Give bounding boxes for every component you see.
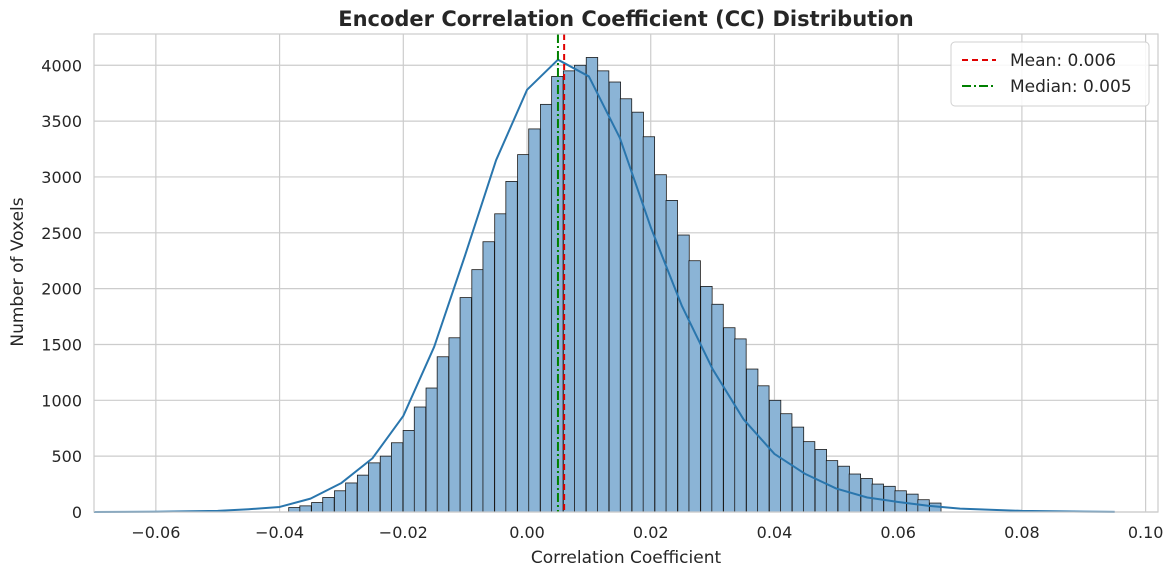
y-tick-label: 3000 — [41, 168, 82, 187]
histogram-bar — [334, 490, 347, 513]
histogram-bar — [723, 327, 736, 513]
kde-curve — [93, 58, 1115, 513]
reference-lines — [556, 34, 566, 512]
legend-median-label: Median: 0.005 — [1010, 77, 1132, 97]
histogram-bar — [471, 269, 484, 513]
histogram-bar — [299, 505, 312, 513]
kde-line — [93, 58, 1115, 513]
x-tick-label: 0.08 — [1004, 523, 1040, 542]
histogram-bar — [517, 154, 530, 513]
histogram-bar — [288, 507, 301, 513]
histogram-bar — [746, 368, 759, 513]
x-tick-label: −0.02 — [379, 523, 428, 542]
histogram-bar — [402, 430, 415, 513]
histogram-bar — [448, 337, 461, 513]
x-axis-label: Correlation Coefficient — [531, 548, 722, 568]
y-tick-label: 2000 — [41, 280, 82, 299]
y-tick-label: 2500 — [41, 224, 82, 243]
histogram-bar — [505, 181, 518, 513]
histogram-bar — [608, 81, 621, 513]
histogram-bar — [654, 174, 667, 513]
x-tick-label: −0.06 — [131, 523, 180, 542]
histogram-bar — [528, 128, 541, 513]
histogram-bar — [757, 385, 770, 513]
histogram-bar — [379, 455, 393, 513]
y-tick-label: 500 — [51, 447, 82, 466]
histogram-bar — [413, 406, 427, 513]
x-tick-label: 0.00 — [509, 523, 545, 542]
histogram-bar — [574, 64, 587, 513]
y-tick-label: 3500 — [41, 112, 82, 131]
histogram-bar — [619, 98, 633, 513]
x-tick-label: −0.04 — [255, 523, 304, 542]
histogram-bar — [540, 103, 553, 513]
histogram-bar — [482, 241, 495, 513]
histogram-bar — [688, 260, 701, 513]
histogram-bar — [700, 286, 713, 513]
y-tick-label: 1500 — [41, 335, 82, 354]
histogram-bar — [311, 502, 324, 513]
histogram-bar — [711, 303, 724, 513]
plot-frame — [93, 33, 1159, 513]
histogram-bars — [288, 57, 942, 513]
legend-box — [950, 41, 1150, 107]
histogram-bar — [631, 111, 644, 513]
y-tick-label: 4000 — [41, 56, 82, 75]
x-tick-label: 0.02 — [633, 523, 669, 542]
x-tick-label: 0.04 — [757, 523, 793, 542]
histogram-bar — [585, 57, 599, 513]
chart-title: Encoder Correlation Coefficient (CC) Dis… — [338, 7, 914, 31]
histogram-bar — [494, 213, 507, 513]
y-tick-label: 1000 — [41, 391, 82, 410]
histogram-bar — [322, 497, 335, 513]
legend-mean-label: Mean: 0.006 — [1010, 51, 1116, 71]
histogram-bar — [425, 387, 438, 513]
histogram-bar — [390, 442, 404, 513]
histogram-bar — [677, 234, 690, 513]
y-tick-label: 0 — [72, 503, 82, 522]
histogram-bar — [436, 356, 450, 513]
histogram-bar — [345, 482, 358, 513]
histogram-bar — [368, 462, 381, 513]
histogram-bar — [459, 297, 472, 513]
histogram-bar — [356, 474, 370, 513]
x-tick-label: 0.10 — [1128, 523, 1164, 542]
x-axis-ticks: −0.06 −0.04 −0.02 0.00 0.02 0.04 0.06 0.08 0.10 — [131, 523, 1163, 542]
y-axis-ticks: 0 500 1000 1500 2000 2500 3000 3500 4000 — [41, 56, 82, 522]
histogram-bar — [642, 136, 656, 513]
histogram-bar — [665, 200, 678, 513]
histogram-bar — [734, 338, 747, 513]
histogram-bar — [780, 413, 793, 513]
histogram-bar — [596, 70, 610, 513]
legend: Mean: 0.006 Median: 0.005 — [950, 41, 1150, 107]
x-tick-label: 0.06 — [880, 523, 916, 542]
y-axis-label: Number of Voxels — [8, 197, 28, 346]
